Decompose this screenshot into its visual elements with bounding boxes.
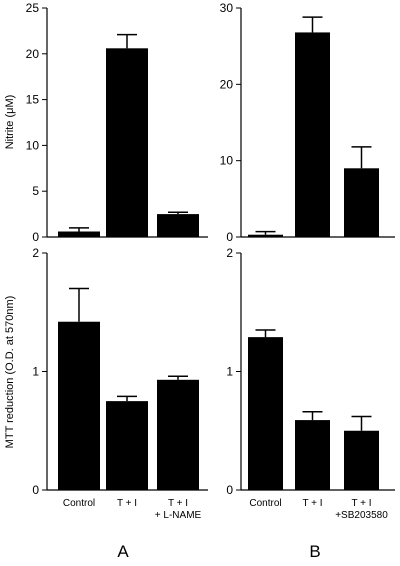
y-tick-label: 2 xyxy=(32,246,39,260)
bar-b-bottom-2 xyxy=(344,430,379,490)
chart-b-top: 0 10 20 30 xyxy=(220,1,395,244)
y-tick-label: 1 xyxy=(226,365,233,379)
x-tick-label: T + I +SB203580 xyxy=(335,498,388,521)
y-tick-label: 0 xyxy=(32,230,39,244)
bar-a-top-0 xyxy=(58,231,100,237)
bar-a-bottom-1 xyxy=(106,401,148,490)
bar-a-bottom-2 xyxy=(157,379,199,490)
x-tick-label: Control xyxy=(249,498,281,509)
ylabel-mtt: MTT reduction (O.D. at 570nm) xyxy=(4,296,16,449)
panel-label-b: B xyxy=(309,542,320,561)
y-tick-label: 2 xyxy=(226,246,233,260)
chart-a-bottom: 0 1 2 Control T + I T + I + L-NAME xyxy=(32,246,208,521)
bar-b-top-0 xyxy=(248,234,283,237)
bar-b-top-1 xyxy=(295,32,330,237)
bar-b-bottom-1 xyxy=(295,420,330,490)
y-tick-label: 0 xyxy=(226,483,233,497)
bar-a-top-1 xyxy=(106,48,148,237)
x-tick-label: T + I + L-NAME xyxy=(155,498,202,521)
y-tick-label: 15 xyxy=(26,93,40,107)
y-tick-label: 1 xyxy=(32,365,39,379)
y-tick-label: 25 xyxy=(26,1,40,15)
x-tick-label: T + I xyxy=(117,498,137,509)
bar-a-bottom-0 xyxy=(58,321,100,490)
chart-b-bottom: 0 1 2 Control T + I T + I +SB203580 xyxy=(226,246,395,521)
y-tick-label: 20 xyxy=(26,47,40,61)
chart-a-top: 0 5 10 15 20 25 xyxy=(26,1,208,244)
y-tick-label: 0 xyxy=(226,230,233,244)
y-tick-label: 10 xyxy=(220,154,234,168)
bar-a-top-2 xyxy=(157,214,199,237)
bar-b-bottom-0 xyxy=(248,337,283,490)
y-tick-label: 30 xyxy=(220,1,234,15)
panel-label-a: A xyxy=(117,542,129,561)
x-tick-label: T + I xyxy=(302,498,322,509)
x-tick-label: Control xyxy=(63,498,95,509)
bar-b-top-2 xyxy=(344,168,379,237)
ylabel-nitrite: Nitrite (μM) xyxy=(4,95,16,150)
y-tick-label: 10 xyxy=(26,138,40,152)
y-tick-label: 20 xyxy=(220,77,234,91)
y-tick-label: 5 xyxy=(32,184,39,198)
y-tick-label: 0 xyxy=(32,483,39,497)
